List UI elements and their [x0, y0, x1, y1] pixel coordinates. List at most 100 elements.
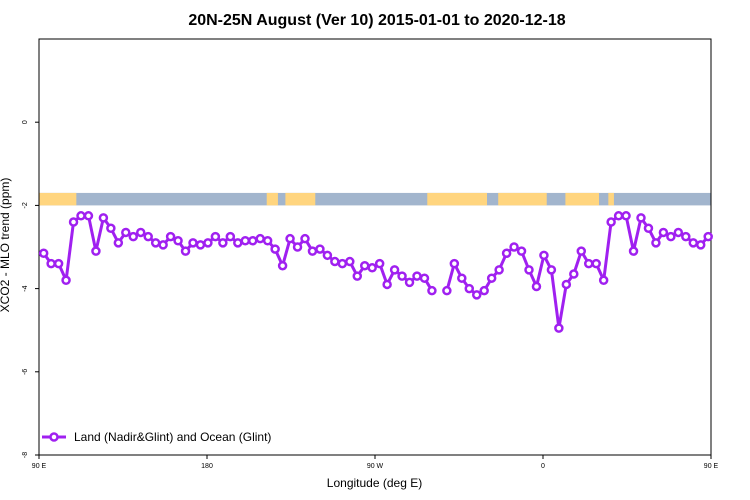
data-point: [546, 265, 557, 275]
data-point: [262, 236, 273, 246]
data-point: [591, 258, 601, 269]
data-point: [531, 281, 542, 292]
data-point: [240, 236, 251, 246]
data-point: [561, 279, 572, 290]
data-point: [539, 250, 549, 261]
x-axis: 90 E 180 90 W 0 90 E: [32, 455, 719, 470]
data-point: [374, 258, 385, 269]
data-point: [621, 211, 631, 221]
chart-title: 20N-25N August (Ver 10) 2015-01-01 to 20…: [188, 12, 565, 29]
land-patch: [427, 192, 487, 206]
data-point: [61, 275, 71, 286]
data-point: [91, 246, 101, 256]
data-point: [277, 260, 288, 271]
legend: Land (Nadir&Glint) and Ocean (Glint): [42, 430, 271, 444]
data-point: [389, 265, 400, 275]
data-point: [509, 242, 519, 252]
data-point: [501, 248, 512, 258]
plot-frame: [38, 38, 712, 456]
plot-border: [38, 38, 712, 456]
data-point: [449, 258, 460, 269]
x-tick-label: 90 W: [367, 463, 384, 470]
data-point: [173, 236, 183, 246]
data-point: [703, 231, 713, 242]
data-point: [516, 246, 527, 256]
data-point: [76, 211, 86, 221]
data-point: [121, 227, 131, 238]
data-point: [143, 231, 153, 242]
data-point: [106, 223, 116, 234]
land-patch: [285, 192, 316, 206]
data-point: [695, 240, 706, 250]
data-point: [98, 213, 109, 223]
data-point: [658, 227, 669, 238]
land-patch: [498, 192, 547, 206]
data-point: [113, 238, 124, 248]
data-point: [576, 246, 587, 256]
data-point: [255, 233, 265, 244]
data-point: [247, 236, 258, 246]
data-point: [352, 271, 363, 281]
data-point: [643, 223, 654, 234]
data-point: [203, 238, 213, 248]
data-point: [636, 213, 646, 223]
data-point: [598, 275, 609, 286]
data-point: [345, 256, 355, 267]
data-point: [367, 263, 377, 273]
data-point: [158, 240, 168, 250]
data-point: [606, 217, 616, 227]
x-tick-label: 90 E: [704, 463, 719, 470]
land-patch: [39, 192, 77, 206]
data-point: [180, 246, 191, 256]
y-tick-label: -2: [22, 202, 29, 208]
data-point: [292, 242, 303, 252]
x-axis-label: Longitude (deg E): [327, 476, 422, 490]
data-point: [412, 271, 422, 281]
x-tick-label: 180: [201, 463, 213, 470]
data-point: [419, 273, 430, 283]
data-point: [382, 279, 392, 290]
data-point: [427, 285, 437, 296]
y-axis-label: XCO2 - MLO trend (ppm): [0, 178, 12, 313]
data-point: [524, 265, 534, 275]
data-point: [165, 231, 176, 242]
data-point: [83, 211, 94, 221]
data-point: [359, 260, 370, 271]
y-axis: 0 -2 -4 -6 -8: [22, 120, 39, 458]
data-point: [486, 273, 497, 283]
series-group: [38, 211, 713, 333]
x-tick-label: 0: [541, 463, 545, 470]
data-point: [218, 238, 228, 248]
y-tick-label: 0: [22, 120, 29, 124]
data-point: [464, 283, 475, 294]
data-point: [583, 258, 594, 269]
data-point: [681, 231, 691, 242]
data-point: [233, 238, 243, 248]
data-point: [397, 271, 407, 281]
map-strip: [39, 192, 711, 206]
data-point: [300, 233, 310, 244]
data-point: [688, 238, 699, 248]
data-point: [613, 211, 624, 221]
data-point: [442, 285, 452, 296]
x-tick-label: 90 E: [32, 463, 47, 470]
data-point: [188, 238, 198, 248]
data-point: [315, 244, 325, 254]
data-point: [68, 217, 79, 227]
y-tick-label: -6: [22, 369, 29, 375]
data-point: [337, 258, 348, 269]
land-patch: [565, 192, 599, 206]
data-point: [150, 238, 161, 248]
data-point: [651, 238, 661, 248]
y-tick-label: -8: [22, 452, 29, 458]
data-point: [46, 258, 56, 269]
data-point: [494, 265, 504, 275]
data-point: [457, 273, 467, 283]
data-point: [471, 290, 482, 300]
data-point: [195, 240, 206, 250]
data-point: [404, 277, 415, 288]
data-point: [135, 227, 146, 238]
land-patch: [608, 192, 614, 206]
data-point: [210, 231, 221, 242]
